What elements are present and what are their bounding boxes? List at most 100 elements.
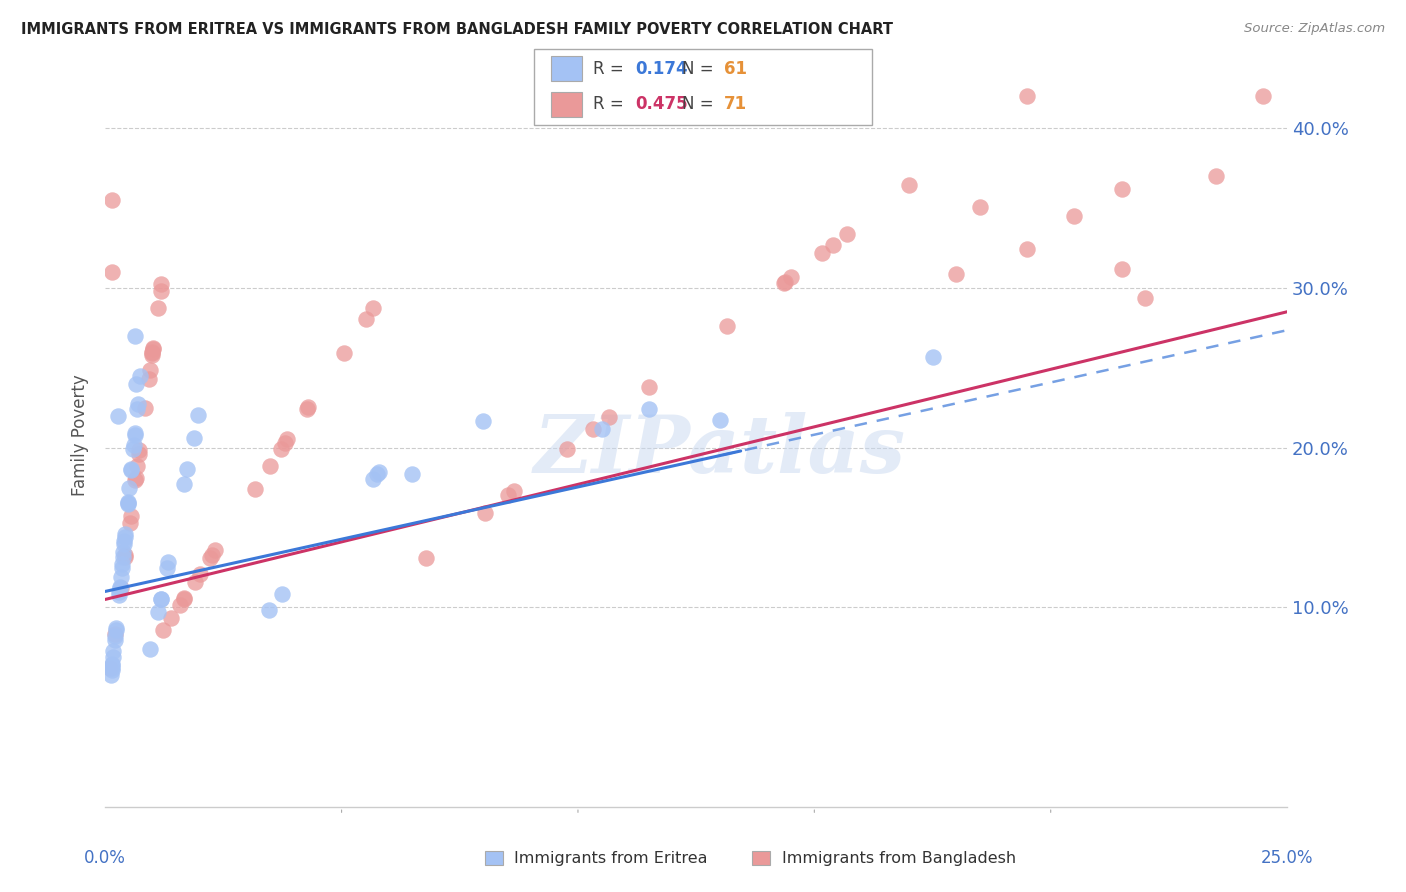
- Point: [103, 643, 125, 657]
- Point: [101, 265, 124, 279]
- Point: [122, 438, 145, 452]
- Point: [112, 534, 135, 549]
- Point: [367, 465, 389, 479]
- Text: ZIPatlas: ZIPatlas: [534, 412, 905, 489]
- Point: [150, 277, 173, 292]
- Point: [120, 509, 142, 524]
- Point: [474, 506, 496, 520]
- Text: 25.0%: 25.0%: [1261, 849, 1313, 867]
- Point: [118, 481, 141, 495]
- Point: [709, 413, 731, 427]
- Point: [149, 284, 172, 298]
- Point: [128, 442, 150, 457]
- Point: [245, 482, 267, 496]
- Point: [128, 447, 150, 461]
- Point: [1111, 182, 1133, 196]
- Text: 61: 61: [724, 60, 747, 78]
- Point: [112, 537, 135, 551]
- Point: [297, 400, 319, 414]
- Point: [114, 548, 136, 562]
- Point: [472, 414, 495, 428]
- Point: [598, 410, 620, 425]
- Point: [1205, 169, 1227, 183]
- Point: [354, 311, 377, 326]
- Point: [114, 549, 136, 564]
- Point: [108, 588, 131, 602]
- Point: [921, 351, 943, 365]
- Point: [104, 627, 127, 641]
- Point: [183, 574, 205, 589]
- Point: [173, 591, 195, 606]
- Point: [502, 483, 524, 498]
- Point: [142, 341, 165, 355]
- Point: [772, 276, 794, 290]
- Point: [124, 473, 146, 487]
- Point: [274, 436, 297, 450]
- Point: [149, 591, 172, 606]
- Point: [110, 570, 132, 584]
- Point: [125, 376, 148, 391]
- Point: [169, 598, 191, 612]
- Text: R =: R =: [593, 60, 630, 78]
- Text: 71: 71: [724, 95, 747, 113]
- Point: [1015, 242, 1038, 256]
- Point: [101, 660, 124, 674]
- Point: [124, 471, 146, 485]
- Point: [100, 663, 122, 677]
- Point: [141, 348, 163, 362]
- Point: [114, 530, 136, 544]
- Point: [127, 401, 149, 416]
- Point: [257, 602, 280, 616]
- Point: [498, 488, 520, 502]
- Point: [117, 496, 139, 510]
- Point: [1135, 291, 1157, 305]
- Point: [591, 421, 613, 435]
- Point: [638, 402, 661, 417]
- Point: [118, 516, 141, 531]
- Point: [198, 551, 221, 566]
- Point: [415, 551, 437, 566]
- Point: [1063, 209, 1085, 223]
- Point: [120, 462, 142, 476]
- Point: [110, 581, 132, 595]
- Point: [156, 561, 179, 575]
- Point: [897, 178, 920, 192]
- Text: 0.475: 0.475: [636, 95, 688, 113]
- Point: [127, 397, 149, 411]
- Point: [114, 527, 136, 541]
- Text: R =: R =: [593, 95, 630, 113]
- Point: [108, 585, 131, 599]
- Text: N =: N =: [682, 95, 718, 113]
- Point: [835, 227, 858, 242]
- Point: [122, 442, 145, 456]
- Point: [129, 369, 152, 384]
- Point: [149, 592, 172, 607]
- Point: [188, 566, 211, 581]
- Point: [100, 667, 122, 681]
- Point: [637, 380, 659, 394]
- Point: [332, 346, 354, 360]
- Point: [141, 345, 163, 359]
- Point: [173, 591, 195, 606]
- Point: [111, 560, 134, 574]
- Point: [157, 555, 180, 569]
- Point: [124, 328, 146, 343]
- Point: [104, 621, 127, 635]
- Text: N =: N =: [682, 60, 718, 78]
- Point: [127, 459, 149, 474]
- Point: [107, 409, 129, 423]
- Point: [134, 401, 156, 416]
- Point: [160, 610, 183, 624]
- Text: IMMIGRANTS FROM ERITREA VS IMMIGRANTS FROM BANGLADESH FAMILY POVERTY CORRELATION: IMMIGRANTS FROM ERITREA VS IMMIGRANTS FR…: [21, 22, 893, 37]
- Point: [1111, 262, 1133, 277]
- Point: [124, 426, 146, 441]
- Point: [117, 497, 139, 511]
- Point: [98, 661, 121, 675]
- Point: [117, 495, 139, 509]
- Point: [401, 467, 423, 481]
- Point: [821, 237, 844, 252]
- Point: [945, 268, 967, 282]
- Point: [120, 463, 142, 477]
- Point: [204, 543, 226, 558]
- Point: [139, 363, 162, 377]
